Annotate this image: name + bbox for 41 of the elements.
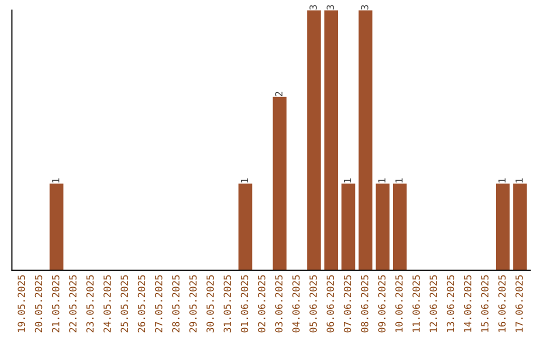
x-tick-label: 25.05.2025 bbox=[120, 275, 128, 332]
x-tick-label: 05.06.2025 bbox=[309, 275, 317, 332]
data-label: 1 bbox=[498, 178, 506, 182]
data-label: 1 bbox=[52, 178, 60, 182]
x-tick-label: 19.05.2025 bbox=[18, 275, 26, 332]
x-tick-label: 06.06.2025 bbox=[326, 275, 334, 332]
x-tick-label: 27.05.2025 bbox=[154, 275, 162, 332]
x-tick-label: 29.05.2025 bbox=[189, 275, 197, 332]
x-tick-label: 28.05.2025 bbox=[172, 275, 180, 332]
data-label: 3 bbox=[309, 5, 317, 10]
data-label: 1 bbox=[378, 178, 386, 182]
x-tick-label: 09.06.2025 bbox=[378, 275, 386, 332]
x-tick-label: 15.06.2025 bbox=[481, 275, 488, 332]
x-tick-label: 13.06.2025 bbox=[446, 275, 454, 332]
x-tick-label: 23.05.2025 bbox=[86, 275, 94, 332]
x-tick-label: 16.06.2025 bbox=[498, 275, 506, 332]
x-tick-label: 02.06.2025 bbox=[258, 275, 266, 332]
x-tick-label: 20.05.2025 bbox=[34, 275, 42, 332]
data-label: 1 bbox=[344, 178, 352, 182]
x-tick-label: 01.06.2025 bbox=[240, 275, 248, 332]
x-tick-label: 10.06.2025 bbox=[395, 275, 403, 332]
data-label: 3 bbox=[360, 5, 368, 10]
x-tick-label: 21.05.2025 bbox=[52, 275, 60, 332]
data-label: 1 bbox=[516, 178, 523, 182]
x-tick-label: 26.05.2025 bbox=[138, 275, 146, 332]
x-tick-label: 08.06.2025 bbox=[360, 275, 368, 332]
x-tick-label: 12.06.2025 bbox=[430, 275, 437, 332]
data-label: 3 bbox=[326, 5, 334, 10]
x-tick-label: 03.06.2025 bbox=[275, 275, 283, 332]
x-tick-label: 14.06.2025 bbox=[464, 275, 472, 332]
data-label: 1 bbox=[240, 178, 248, 182]
x-tick-label: 31.05.2025 bbox=[224, 275, 232, 332]
x-tick-label: 07.06.2025 bbox=[344, 275, 352, 332]
x-tick-label: 30.05.2025 bbox=[206, 275, 214, 332]
x-tick-label: 04.06.2025 bbox=[292, 275, 300, 332]
x-tick-label: 17.06.2025 bbox=[515, 275, 523, 332]
data-label: 2 bbox=[275, 92, 282, 96]
x-tick-label: 24.05.2025 bbox=[104, 275, 111, 332]
data-label: 1 bbox=[395, 178, 403, 182]
x-tick-label: 22.05.2025 bbox=[69, 275, 77, 332]
x-tick-label: 11.06.2025 bbox=[412, 275, 420, 332]
